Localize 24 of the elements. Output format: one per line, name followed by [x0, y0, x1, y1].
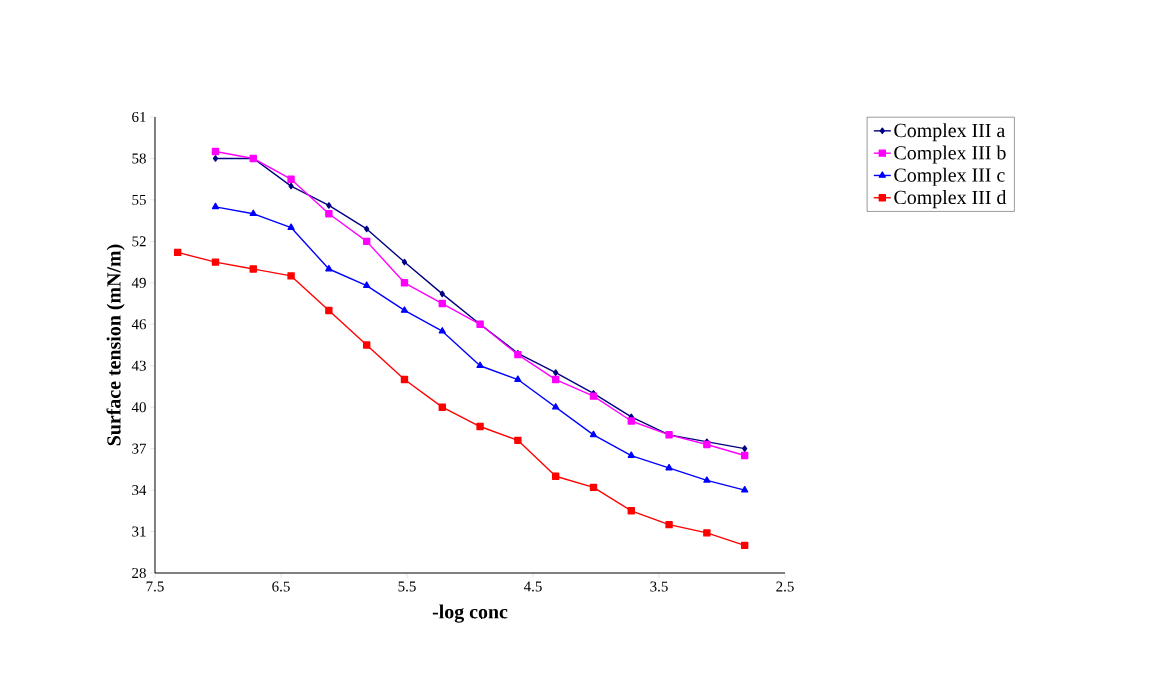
y-tick-label: 31 — [132, 526, 146, 537]
legend-label: Complex III d — [894, 190, 1007, 209]
x-tick-label: 5.5 — [398, 581, 416, 592]
y-tick-label: 43 — [131, 360, 146, 371]
x-tick-label: 7.5 — [146, 581, 164, 592]
y-tick-label: 49 — [131, 277, 146, 288]
y-tick-label: 28 — [132, 567, 146, 579]
legend-label: Complex III c — [894, 167, 1005, 186]
x-axis-title: -log conc — [432, 604, 508, 623]
legend-label: Complex III a — [894, 123, 1005, 142]
y-axis-title: Surface tension (mN/m) — [106, 244, 125, 446]
y-tick-label: 34 — [132, 485, 147, 496]
y-tick-label: 46 — [131, 319, 147, 330]
y-tick-label: 58 — [132, 153, 146, 164]
x-tick-label: 2.5 — [776, 581, 794, 592]
x-tick-label: 4.5 — [523, 581, 542, 592]
y-tick-label: 61 — [132, 111, 146, 123]
y-tick-label: 40 — [131, 402, 146, 413]
y-tick-label: 55 — [132, 194, 146, 205]
x-tick-label: 6.5 — [272, 581, 290, 592]
legend-label: Complex III b — [894, 145, 1006, 164]
x-tick-label: 3.5 — [650, 581, 668, 592]
y-tick-label: 52 — [132, 236, 146, 247]
y-tick-label: 37 — [132, 443, 147, 454]
